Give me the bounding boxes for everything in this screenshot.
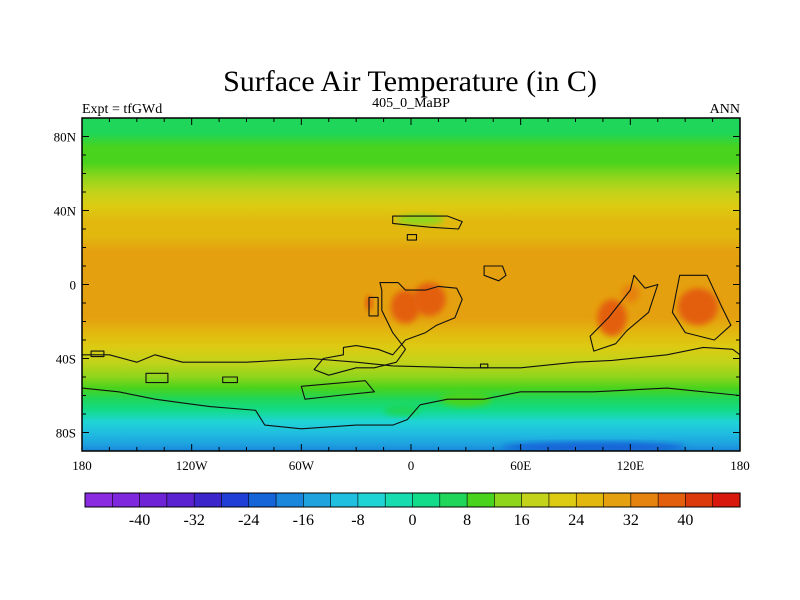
colorbar-label: 40 [677,512,693,529]
colorbar-swatch [248,492,277,508]
colorbar-swatch [685,492,714,508]
temperature-anomaly-spots [365,214,719,451]
colorbar-label: -16 [293,512,314,529]
colorbar-swatch [657,492,687,508]
continent-outline [82,346,740,430]
colorbar: -40 -32 -24 -16 -8 0 8 16 24 32 40 [84,492,741,529]
colorbar-swatch [466,492,495,508]
colorbar-swatch [357,492,386,508]
temperature-spot [390,290,421,324]
colorbar-label: 0 [409,512,417,529]
colorbar-label: 24 [568,512,584,529]
colorbar-label: 8 [463,512,471,529]
colorbar-swatch [84,492,113,508]
season-label: ANN [710,102,740,117]
colorbar-swatch [439,492,468,508]
continent-outline [145,372,169,384]
temperature-spot [677,288,719,326]
temperature-spot [621,284,640,303]
map-field [82,118,740,451]
latitude-axis: 80N 40N 0 40S 80S [54,130,740,441]
colorbar-swatch [303,492,332,508]
y-tick-label: 40S [56,352,76,367]
x-tick-label: 180 [730,458,750,473]
colorbar-label: 16 [514,512,530,529]
period-label: 405_0_MaBP [372,96,450,111]
x-tick-label: 60W [289,458,315,473]
continent-outline [406,234,418,241]
temperature-spot [396,214,444,226]
temperature-spot [383,404,421,416]
colorbar-swatch [412,492,441,508]
colorbar-swatch [575,492,605,508]
colorbar-swatch [712,492,741,508]
colorbar-label: -32 [184,512,205,529]
colorbar-swatch [630,492,659,508]
longitude-axis: 180 120W 60W 0 60E 120E 180 [72,118,750,473]
continent-outline [479,363,489,369]
colorbar-label: 32 [623,512,639,529]
experiment-label: Expt = tfGWd [82,102,162,117]
colorbar-swatch [166,492,195,508]
map-title: Surface Air Temperature (in C) [223,65,597,98]
y-tick-label: 40N [54,204,77,219]
colorbar-swatch [193,492,223,508]
continent-outline [300,380,375,400]
continent-outline [392,215,463,230]
y-tick-label: 0 [70,278,77,293]
colorbar-swatch [139,492,168,508]
colorbar-swatch [221,492,250,508]
x-tick-label: 120E [617,458,645,473]
colorbar-frame [84,492,741,508]
continent-outline [368,296,379,317]
continent-outline [483,265,507,282]
temperature-spot [412,282,446,316]
colorbar-swatch [494,492,523,508]
colorbar-swatch [330,492,359,508]
continent-outline [222,376,238,384]
y-tick-label: 80S [56,426,76,441]
continent-outline [90,350,105,358]
temperature-spot [597,299,627,337]
continent-outline [313,282,463,376]
x-tick-label: 0 [408,458,415,473]
continent-outline [671,274,732,341]
colorbar-swatch [521,492,550,508]
x-tick-label: 180 [72,458,92,473]
x-tick-label: 120W [176,458,209,473]
continent-outline [589,274,659,352]
colorbar-label: -8 [351,512,364,529]
x-tick-label: 60E [510,458,531,473]
colorbar-swatch [111,492,141,508]
colorbar-swatch [603,492,632,508]
colorbar-swatch [548,492,577,508]
continent-outlines [82,215,740,430]
colorbar-label: -24 [238,512,259,529]
colorbar-swatch [384,492,414,508]
colorbar-label: -40 [129,512,150,529]
y-tick-label: 80N [54,130,77,145]
colorbar-swatch [275,492,304,508]
